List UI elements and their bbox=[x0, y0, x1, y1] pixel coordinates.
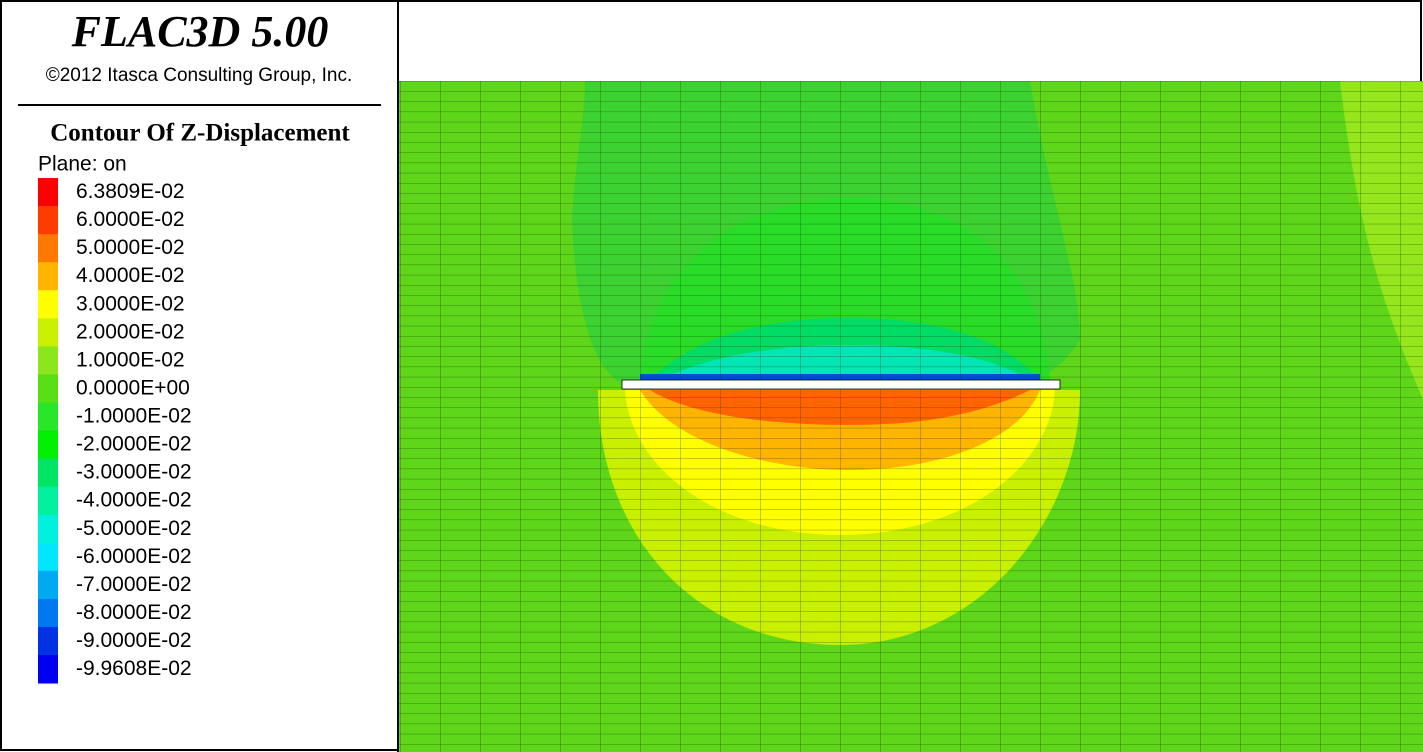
legend-swatch bbox=[38, 290, 58, 319]
legend-label: -2.0000E-02 bbox=[76, 433, 192, 456]
legend-label: 0.0000E+00 bbox=[76, 376, 190, 399]
legend-label: -9.0000E-02 bbox=[76, 629, 192, 652]
legend-swatch bbox=[38, 626, 58, 656]
legend-label: 4.0000E-02 bbox=[76, 264, 185, 287]
plane-label: Plane: on bbox=[38, 153, 127, 176]
legend-swatch bbox=[38, 206, 58, 235]
legend-swatch bbox=[38, 178, 58, 207]
legend-swatch bbox=[38, 598, 58, 628]
legend-label: 6.0000E-02 bbox=[76, 208, 185, 231]
legend-label: 5.0000E-02 bbox=[76, 236, 185, 259]
legend-label: 2.0000E-02 bbox=[76, 320, 185, 343]
legend-swatch bbox=[38, 570, 58, 600]
legend-swatch bbox=[38, 234, 58, 263]
legend-label: 1.0000E-02 bbox=[76, 348, 185, 371]
legend-label: -8.0000E-02 bbox=[76, 601, 192, 624]
legend-label: -7.0000E-02 bbox=[76, 573, 192, 596]
legend-swatch bbox=[38, 346, 58, 375]
legend-swatch bbox=[38, 318, 58, 347]
app-title: FLAC3D 5.00 bbox=[71, 7, 329, 56]
legend-swatch bbox=[38, 542, 58, 572]
legend-label: 3.0000E-02 bbox=[76, 292, 185, 315]
legend-swatch bbox=[38, 514, 58, 544]
legend-label: -6.0000E-02 bbox=[76, 545, 192, 568]
legend-swatch bbox=[38, 374, 58, 403]
legend-label: -9.9608E-02 bbox=[76, 657, 192, 680]
legend-label: -1.0000E-02 bbox=[76, 405, 192, 428]
contour-plot bbox=[399, 81, 1423, 752]
copyright: ©2012 Itasca Consulting Group, Inc. bbox=[46, 65, 353, 86]
legend-swatch bbox=[38, 486, 58, 516]
legend-swatch bbox=[38, 262, 58, 291]
legend-label: -4.0000E-02 bbox=[76, 489, 192, 512]
legend-swatch bbox=[38, 430, 58, 460]
legend-title: Contour Of Z-Displacement bbox=[50, 120, 350, 147]
legend-swatch bbox=[38, 402, 58, 431]
legend-label: -3.0000E-02 bbox=[76, 461, 192, 484]
legend-swatch bbox=[38, 655, 58, 684]
legend-swatch bbox=[38, 458, 58, 488]
legend-label: -5.0000E-02 bbox=[76, 517, 192, 540]
legend: 6.3809E-02 6.0000E-02 5.0000E-02 4.0000E-02… bbox=[38, 178, 192, 684]
legend-label: 6.3809E-02 bbox=[76, 180, 185, 203]
